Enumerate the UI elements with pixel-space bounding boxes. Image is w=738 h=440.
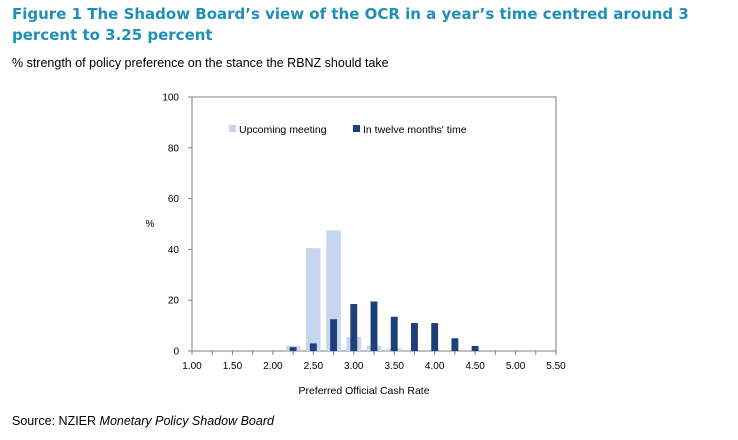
bars-group [285, 230, 479, 351]
bar-twelve-months [289, 347, 297, 351]
x-tick-label: 1.50 [223, 361, 243, 372]
figure-subtitle: % strength of policy preference on the s… [12, 56, 389, 70]
x-tick-label: 4.50 [465, 361, 485, 372]
y-tick-label: 80 [168, 143, 180, 154]
y-axis: 0 20 40 60 80 100 [162, 93, 192, 358]
bar-upcoming-meeting [326, 230, 341, 351]
y-tick-label: 20 [168, 296, 180, 307]
source-title: Monetary Policy Shadow Board [99, 414, 274, 428]
bar-twelve-months [309, 343, 317, 351]
legend-swatch-upcoming [229, 125, 236, 132]
x-axis: 1.00 1.50 2.00 2.50 3.00 3.50 4.00 4.50 5.00 5.50 [182, 351, 566, 372]
bar-twelve-months [370, 301, 378, 351]
x-axis-label: Preferred Official Cash Rate [298, 385, 429, 397]
x-tick-label: 3.00 [344, 361, 364, 372]
legend: Upcoming meeting In twelve months' time [229, 124, 467, 136]
y-tick-label: 100 [162, 93, 179, 104]
x-tick-label: 1.00 [182, 361, 202, 372]
y-tick-label: 60 [168, 194, 180, 205]
x-tick-label: 2.50 [304, 361, 324, 372]
figure-title: Figure 1 The Shadow Board’s view of the … [12, 5, 689, 44]
y-axis-label: % [146, 219, 155, 230]
legend-swatch-twelve-months [353, 125, 360, 132]
x-tick-label: 5.50 [546, 361, 566, 372]
bar-twelve-months [431, 323, 439, 351]
bar-twelve-months [350, 304, 358, 351]
x-tick-label: 2.00 [263, 361, 283, 372]
legend-label-upcoming: Upcoming meeting [239, 124, 327, 136]
bar-twelve-months [411, 323, 418, 351]
bar-twelve-months [390, 316, 398, 351]
legend-label-twelve-months: In twelve months' time [363, 124, 467, 136]
bar-twelve-months [330, 319, 337, 351]
x-tick-label: 5.00 [506, 361, 526, 372]
x-tick-label: 3.50 [384, 361, 404, 372]
bar-twelve-months [471, 345, 479, 351]
x-tick-label: 4.00 [425, 361, 445, 372]
y-tick-label: 0 [173, 347, 179, 358]
y-tick-label: 40 [168, 245, 180, 256]
figure-source: Source: NZIER Monetary Policy Shadow Boa… [12, 414, 274, 428]
bar-upcoming-meeting [306, 248, 321, 351]
bar-twelve-months [451, 338, 459, 351]
source-prefix: Source: NZIER [12, 414, 100, 428]
